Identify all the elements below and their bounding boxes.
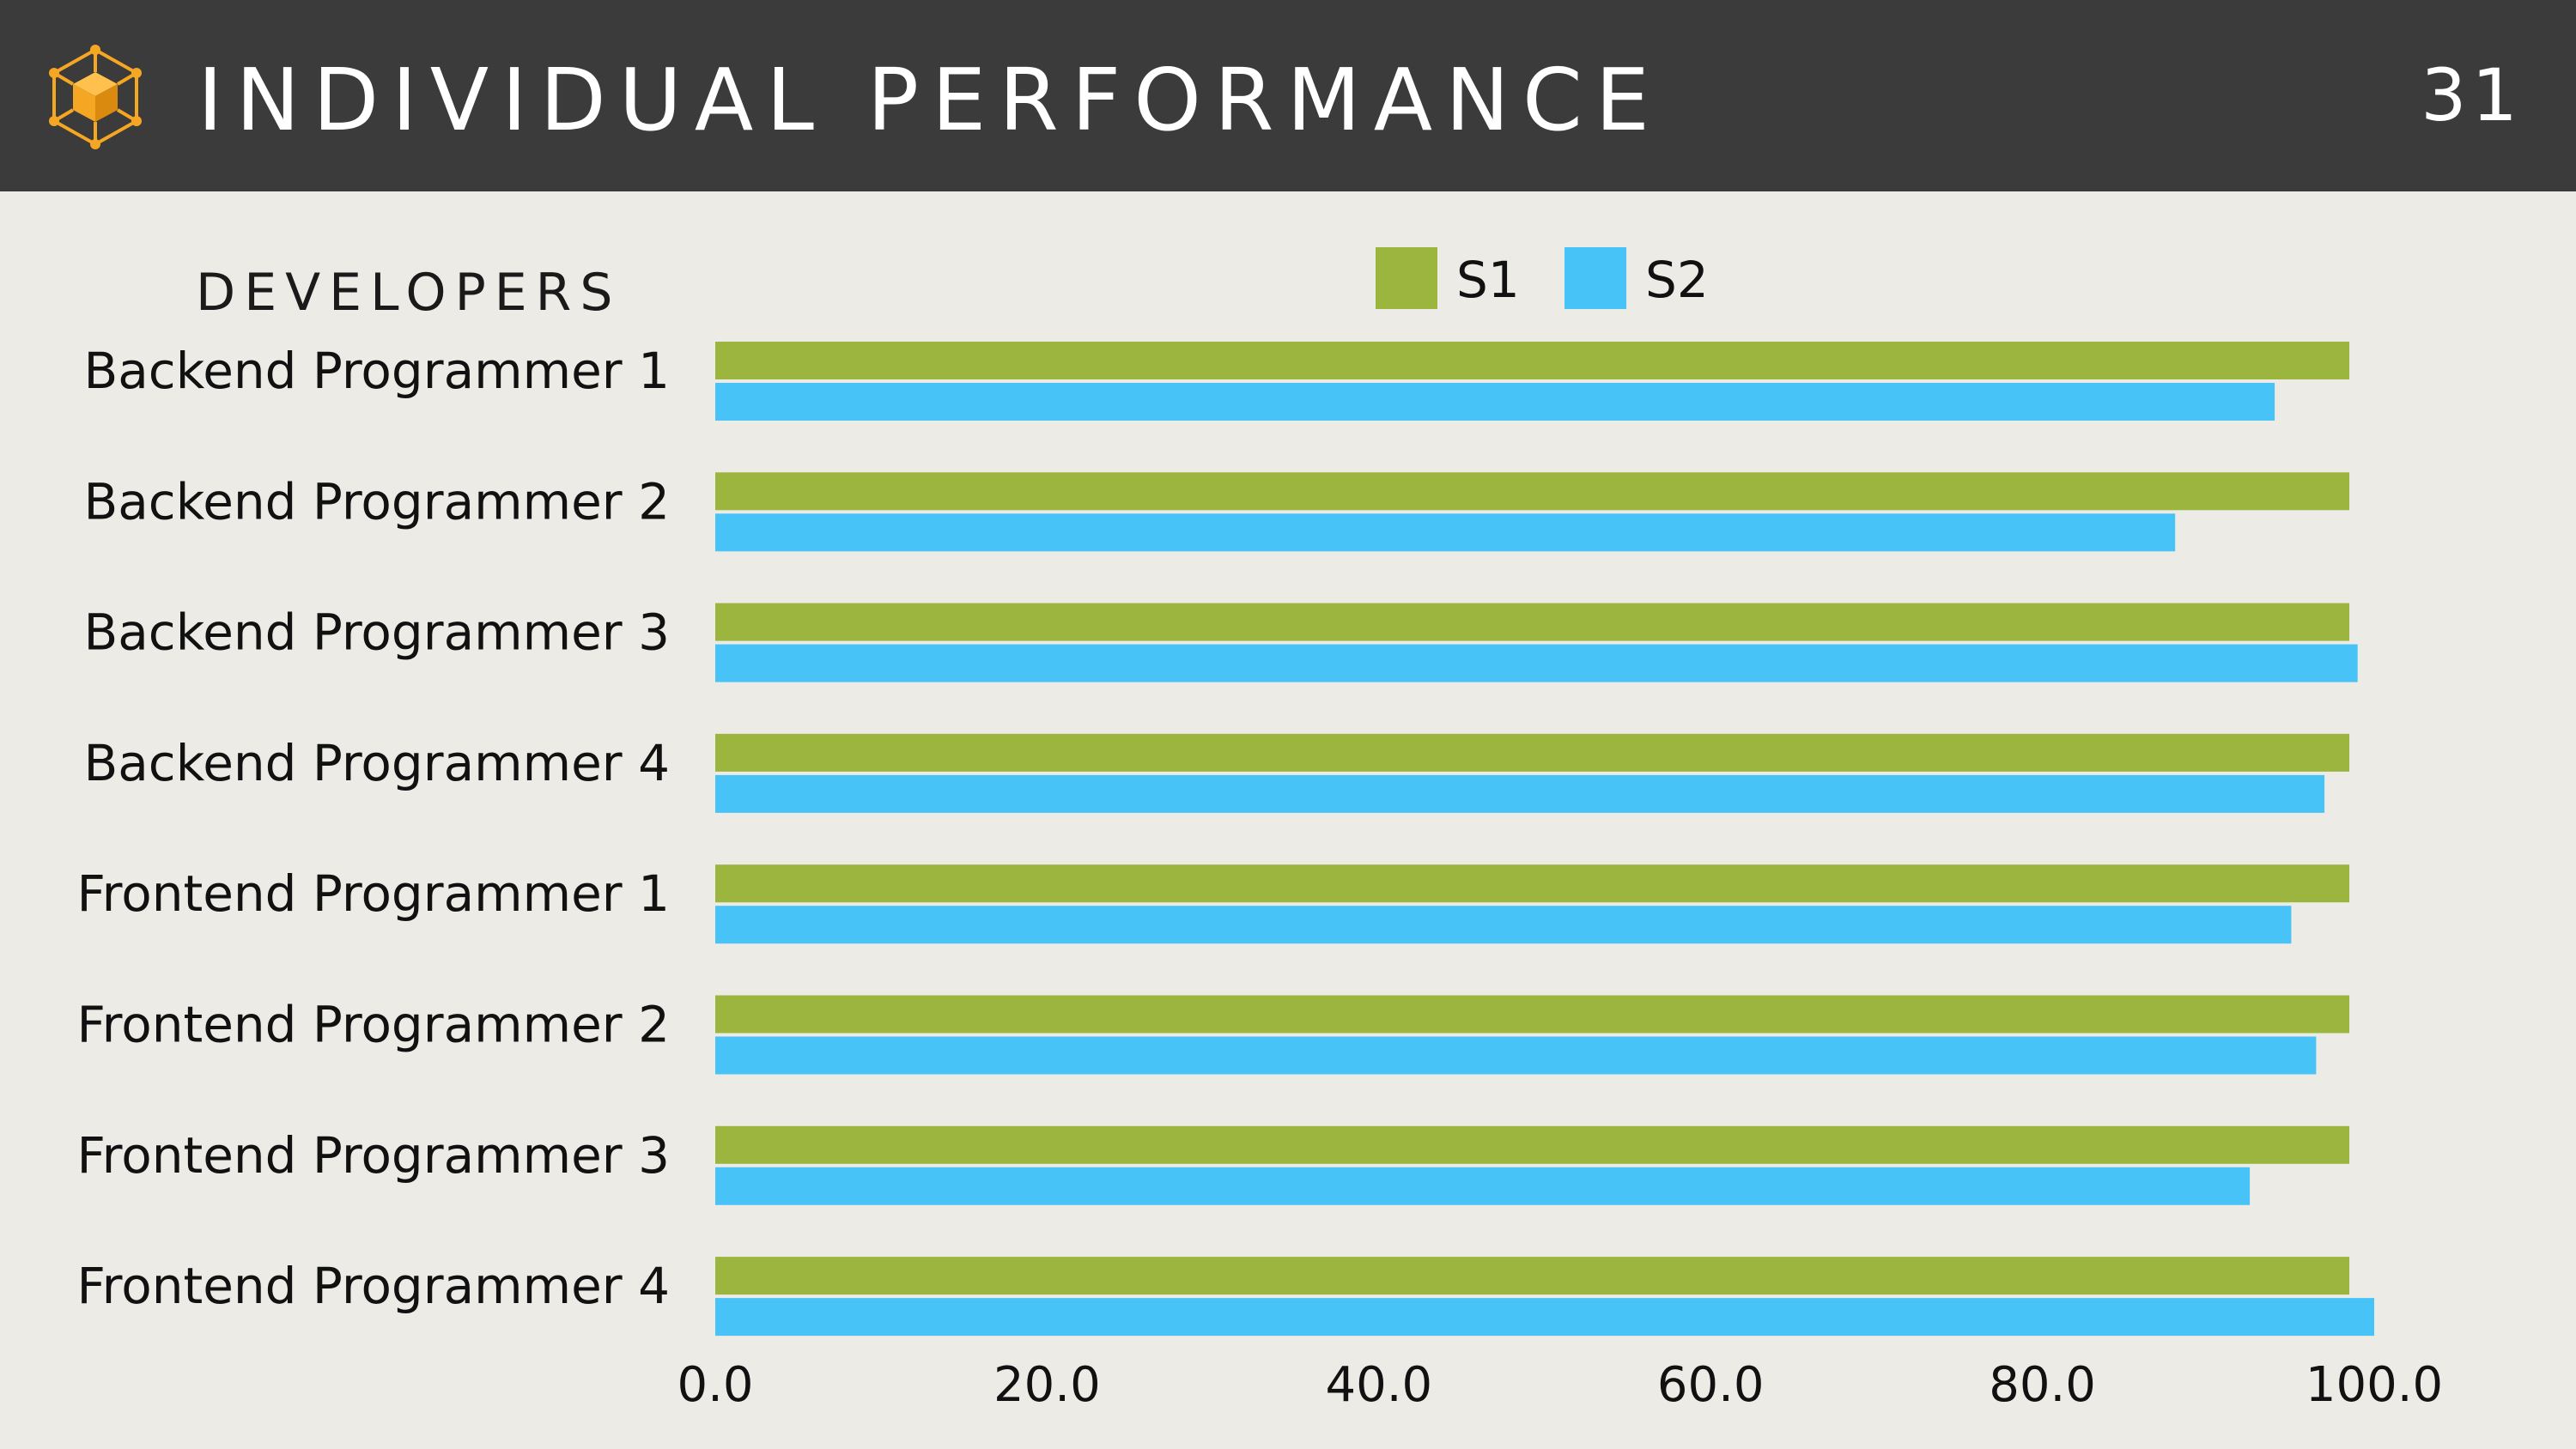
bar-s1 xyxy=(715,1125,2350,1164)
legend-swatch-s1 xyxy=(1376,247,1437,309)
page-number: 31 xyxy=(2421,53,2523,137)
page-title: INDIVIDUAL PERFORMANCE xyxy=(197,50,1662,150)
x-tick-label: 80.0 xyxy=(1989,1357,2096,1413)
category-label: Backend Programmer 4 xyxy=(83,734,670,792)
bar-s2 xyxy=(715,383,2275,421)
cube-network-icon xyxy=(49,45,142,149)
category-label: Frontend Programmer 4 xyxy=(77,1257,670,1315)
x-tick-label: 40.0 xyxy=(1325,1357,1432,1413)
header-bar: INDIVIDUAL PERFORMANCE 31 xyxy=(0,0,2576,191)
bar-s1 xyxy=(715,733,2350,772)
legend-label: S2 xyxy=(1645,251,1709,309)
legend-label: S1 xyxy=(1456,251,1520,309)
bar-s2 xyxy=(715,513,2176,552)
bar-s2 xyxy=(715,906,2292,944)
bar-s1 xyxy=(715,995,2350,1034)
bar-s2 xyxy=(715,1298,2374,1337)
x-tick-label: 60.0 xyxy=(1657,1357,1765,1413)
category-label: Frontend Programmer 3 xyxy=(77,1126,670,1185)
category-label: Frontend Programmer 1 xyxy=(77,864,670,923)
bar-s1 xyxy=(715,472,2350,511)
category-label: Backend Programmer 3 xyxy=(83,603,670,662)
y-axis-title: DEVELOPERS xyxy=(196,263,622,323)
bar-s2 xyxy=(715,774,2325,813)
bar-s1 xyxy=(715,1257,2350,1295)
bar-s2 xyxy=(715,1167,2251,1205)
legend-swatch-s2 xyxy=(1564,247,1626,309)
category-label: Frontend Programmer 2 xyxy=(77,996,670,1054)
bar-s2 xyxy=(715,1036,2317,1075)
category-label: Backend Programmer 2 xyxy=(83,472,670,530)
bar-s2 xyxy=(715,644,2358,682)
x-tick-label: 100.0 xyxy=(2306,1357,2443,1413)
x-tick-label: 20.0 xyxy=(993,1357,1101,1413)
bar-s1 xyxy=(715,342,2350,379)
category-label: Backend Programmer 1 xyxy=(83,342,670,400)
bar-s1 xyxy=(715,603,2350,641)
x-tick-label: 0.0 xyxy=(677,1357,753,1413)
bar-s1 xyxy=(715,864,2350,903)
